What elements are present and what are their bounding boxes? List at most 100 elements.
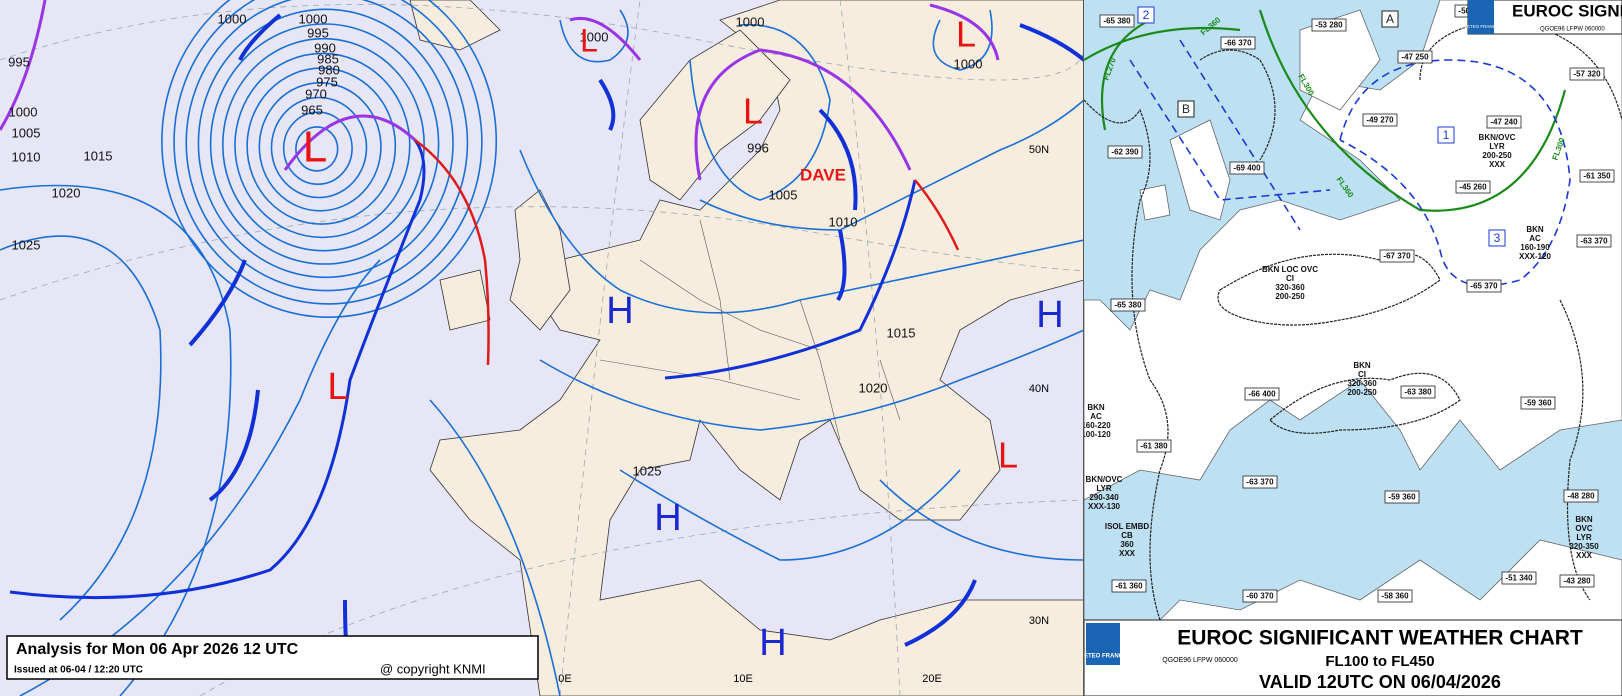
cloud-text: 100-120 xyxy=(1081,430,1111,439)
flight-level-label: -63 370 xyxy=(1580,237,1608,246)
isobar xyxy=(173,0,483,305)
copyright: @ copyright KNMI xyxy=(380,661,486,676)
isobar xyxy=(559,9,629,63)
storm-name: DAVE xyxy=(800,165,846,184)
isobar-label: 985 xyxy=(317,51,339,66)
area-marker xyxy=(1381,10,1399,28)
cloud-text: XXX-130 xyxy=(1088,502,1121,511)
pressure-center: L xyxy=(998,435,1018,476)
sigwx-map: -65 380-66 370-53 280-50 300-47 250-57 3… xyxy=(1081,0,1622,696)
isobar-label: 1010 xyxy=(829,214,858,229)
cloud-text: BKN LOC OVC xyxy=(1262,265,1318,274)
pressure-center: H xyxy=(759,622,786,664)
pressure-center: H xyxy=(654,497,681,539)
area-marker xyxy=(1488,229,1506,247)
cloud-text: 200-250 xyxy=(1347,388,1377,397)
land-ireland xyxy=(439,269,491,331)
isobar xyxy=(699,99,1084,231)
cloud-text: 200-250 xyxy=(1275,292,1305,301)
cloud-text: CI xyxy=(1358,370,1366,379)
area-label: 3 xyxy=(1494,231,1501,245)
pressure-center: L xyxy=(580,22,598,58)
flight-level-label: -65 380 xyxy=(1103,17,1131,26)
flight-level-label: -49 270 xyxy=(1366,116,1394,125)
area-marker xyxy=(1177,100,1195,118)
cloud-text: ISOL EMBD xyxy=(1105,522,1150,531)
isobar-label: 1005 xyxy=(769,187,798,202)
flight-level-label: -48 280 xyxy=(1567,492,1595,501)
isobar xyxy=(221,37,425,252)
flight-level-label: -63 370 xyxy=(1246,478,1274,487)
flight-level-label: -59 360 xyxy=(1388,493,1416,502)
isobar-label: 1025 xyxy=(633,463,662,478)
flight-level-box xyxy=(1379,249,1415,263)
flight-level-label: -59 360 xyxy=(1524,399,1552,408)
land-scandinavia xyxy=(639,29,791,201)
cloud-text: BKN/OVC xyxy=(1086,475,1123,484)
isobar-label: 965 xyxy=(301,102,323,117)
land xyxy=(429,0,1084,696)
isobar-label: 1000 xyxy=(299,11,328,26)
isobar xyxy=(519,149,1084,314)
isobar xyxy=(689,23,831,201)
flight-level-label: -61 360 xyxy=(1115,582,1143,591)
caption-box xyxy=(6,635,539,680)
flight-level-box xyxy=(1486,115,1522,129)
flight-level-label: -47 250 xyxy=(1401,53,1429,62)
flight-level-label: -61 380 xyxy=(1140,442,1168,451)
isobar xyxy=(246,67,397,225)
cloud-text: 360 xyxy=(1120,540,1134,549)
area-label: A xyxy=(1386,12,1394,26)
analysis-title: Analysis for Mon 06 Apr 2026 12 UTC xyxy=(16,641,299,658)
cloud-text: BKN/OVC xyxy=(1479,133,1516,142)
isobar-label: 970 xyxy=(305,86,327,101)
flight-level-label: -45 260 xyxy=(1459,183,1487,192)
cloud-text: 290-340 xyxy=(1089,493,1119,502)
flight-level-label: -62 390 xyxy=(1111,148,1139,157)
isobar-label: 1005 xyxy=(12,125,41,140)
cloud-text: CI xyxy=(1286,274,1294,283)
flight-level-label: -57 320 xyxy=(1573,70,1601,79)
isobar xyxy=(270,96,368,199)
flight-level-box xyxy=(1384,490,1420,504)
flight-level-box xyxy=(1501,571,1537,585)
isobar xyxy=(197,8,454,279)
flight-level-box xyxy=(1107,145,1143,159)
area-label: 1 xyxy=(1443,128,1450,142)
flight-level-box xyxy=(1455,180,1491,194)
flight-level-label: -65 370 xyxy=(1470,282,1498,291)
isobar-label: 1000 xyxy=(954,56,983,71)
flight-level-box xyxy=(1229,161,1265,175)
area-marker xyxy=(1137,6,1155,24)
pressure-center: L xyxy=(303,123,327,172)
sigwx-title: EUROC SIGNIFICANT WEATHER CHART xyxy=(1177,627,1583,650)
flight-level-box xyxy=(1099,14,1135,28)
flight-level-label: -60 370 xyxy=(1246,592,1274,601)
isobar xyxy=(932,9,993,71)
flight-level-label: -58 360 xyxy=(1381,592,1409,601)
isobar xyxy=(234,52,411,239)
chart-code: QGOE96 LFPW 060000 xyxy=(1162,657,1238,664)
pressure-center: L xyxy=(327,366,348,408)
cloud-text: BKN xyxy=(1575,515,1593,524)
flight-level-box xyxy=(1397,50,1433,64)
flight-level-label: -61 350 xyxy=(1583,172,1611,181)
isobar xyxy=(0,235,162,621)
isobar-label: 996 xyxy=(747,140,769,155)
cloud-text: CB xyxy=(1121,531,1133,540)
isobar xyxy=(161,0,498,318)
isobar-label: 1020 xyxy=(859,380,888,395)
cloud-text: 200-250 xyxy=(1482,151,1512,160)
isobar xyxy=(429,399,561,696)
graticule-lines xyxy=(0,0,1084,696)
issued-time: Issued at 06-04 / 12:20 UTC xyxy=(14,665,143,676)
isobar-label: 1025 xyxy=(12,237,41,252)
title-band xyxy=(1084,619,1622,696)
cloud-text: LYR xyxy=(1576,533,1591,542)
isobar-label: 1010 xyxy=(12,149,41,164)
cloud-text: 160-190 xyxy=(1520,243,1550,252)
occluded-front xyxy=(283,114,417,171)
isobar xyxy=(282,111,353,185)
graticule-label: 30N xyxy=(1029,615,1049,627)
